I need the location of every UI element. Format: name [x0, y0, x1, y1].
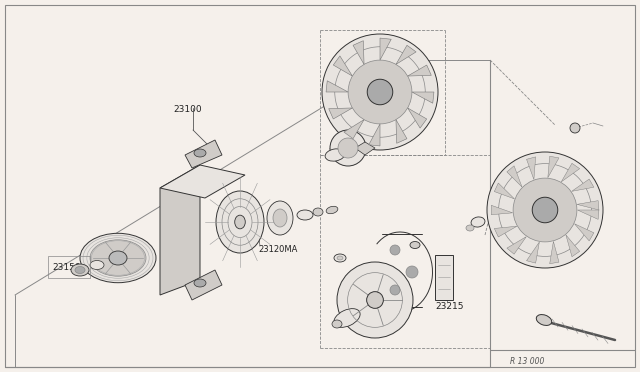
Ellipse shape: [466, 225, 474, 231]
Polygon shape: [507, 237, 526, 254]
Bar: [48, 256, 90, 278]
Ellipse shape: [332, 320, 342, 328]
Ellipse shape: [71, 264, 89, 276]
Polygon shape: [396, 45, 416, 64]
Ellipse shape: [410, 241, 420, 248]
Polygon shape: [572, 179, 594, 191]
Polygon shape: [355, 142, 375, 155]
Polygon shape: [185, 270, 222, 300]
Ellipse shape: [194, 149, 206, 157]
Circle shape: [487, 152, 603, 268]
Ellipse shape: [273, 209, 287, 227]
Ellipse shape: [216, 191, 264, 253]
Polygon shape: [550, 241, 559, 264]
Ellipse shape: [267, 201, 293, 235]
Circle shape: [390, 285, 400, 295]
Circle shape: [406, 266, 418, 278]
Text: 23150: 23150: [52, 263, 81, 272]
Polygon shape: [353, 41, 364, 64]
Circle shape: [570, 123, 580, 133]
Polygon shape: [527, 157, 536, 179]
Ellipse shape: [536, 315, 552, 326]
Circle shape: [367, 79, 393, 105]
Circle shape: [322, 34, 438, 150]
Ellipse shape: [235, 215, 245, 229]
Ellipse shape: [90, 240, 146, 276]
Polygon shape: [396, 120, 407, 143]
Polygon shape: [507, 166, 522, 187]
Polygon shape: [566, 235, 580, 257]
Text: 23120M: 23120M: [328, 148, 362, 157]
Polygon shape: [369, 124, 380, 146]
Circle shape: [330, 130, 366, 166]
Polygon shape: [344, 120, 364, 139]
Ellipse shape: [75, 266, 85, 273]
Polygon shape: [185, 140, 222, 168]
Ellipse shape: [80, 233, 156, 283]
Text: 23120MA: 23120MA: [258, 245, 298, 254]
Circle shape: [532, 197, 558, 223]
Ellipse shape: [334, 309, 360, 327]
Polygon shape: [548, 156, 559, 178]
Text: 23215: 23215: [435, 302, 463, 311]
Polygon shape: [326, 81, 348, 92]
Ellipse shape: [326, 206, 338, 214]
Ellipse shape: [313, 208, 323, 216]
Ellipse shape: [334, 254, 346, 262]
Polygon shape: [492, 205, 513, 215]
Ellipse shape: [194, 279, 206, 287]
Polygon shape: [494, 226, 517, 237]
Text: 23100: 23100: [173, 105, 202, 114]
Circle shape: [390, 245, 400, 255]
Polygon shape: [577, 201, 599, 210]
Circle shape: [367, 292, 383, 308]
Ellipse shape: [325, 149, 345, 161]
Bar: [435, 255, 453, 300]
Polygon shape: [561, 163, 580, 182]
Ellipse shape: [109, 251, 127, 265]
Text: R 13 000: R 13 000: [510, 357, 545, 366]
Polygon shape: [412, 92, 434, 103]
Ellipse shape: [90, 260, 104, 269]
Circle shape: [338, 138, 358, 158]
Polygon shape: [333, 56, 353, 76]
Polygon shape: [494, 183, 515, 199]
Polygon shape: [160, 165, 200, 295]
Polygon shape: [575, 224, 594, 241]
Polygon shape: [380, 38, 391, 60]
Polygon shape: [160, 165, 245, 198]
Ellipse shape: [297, 210, 313, 220]
Circle shape: [337, 262, 413, 338]
Ellipse shape: [337, 256, 343, 260]
Polygon shape: [577, 210, 599, 219]
Polygon shape: [329, 108, 353, 119]
Circle shape: [348, 60, 412, 124]
Polygon shape: [408, 108, 427, 128]
Polygon shape: [527, 242, 540, 263]
Circle shape: [513, 178, 577, 242]
Polygon shape: [408, 65, 431, 76]
Ellipse shape: [471, 217, 485, 227]
